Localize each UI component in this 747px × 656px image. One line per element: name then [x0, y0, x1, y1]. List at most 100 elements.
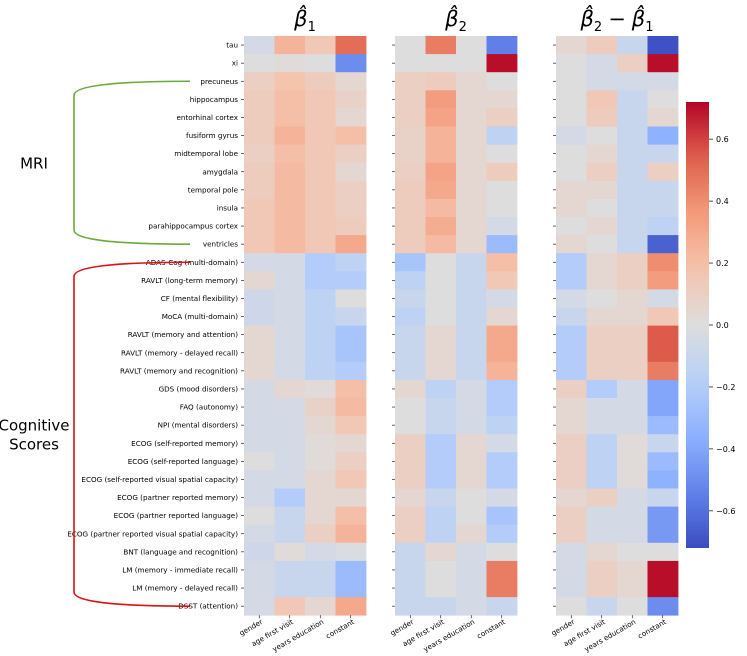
- title-symbol: β̂: [580, 5, 594, 31]
- heatmap-cell: [425, 271, 457, 290]
- title-minus: −: [608, 7, 626, 31]
- row-label: ECOG (partner reported visual spatial ca…: [67, 529, 238, 538]
- heatmap-cell: [456, 434, 487, 453]
- heatmap-panels: [244, 36, 679, 616]
- heatmap-cell: [647, 542, 679, 562]
- heatmap-cell: [647, 144, 679, 164]
- heatmap-cell: [274, 325, 306, 345]
- heatmap-cell: [456, 361, 487, 381]
- heatmap-cell: [617, 271, 648, 290]
- heatmap-cell: [456, 162, 487, 182]
- title-symbol: β̂: [293, 5, 307, 31]
- heatmap-cell: [335, 361, 367, 381]
- heatmap-cell: [425, 198, 457, 218]
- heatmap-cell: [395, 488, 426, 507]
- heatmap-cell: [305, 162, 336, 182]
- heatmap-cell: [617, 343, 648, 363]
- heatmap-cell: [305, 289, 336, 308]
- heatmap-cell: [395, 162, 426, 182]
- heatmap-cell: [244, 325, 275, 345]
- heatmap-cell: [617, 470, 648, 489]
- heatmap-cell: [395, 325, 426, 345]
- heatmap-cell: [425, 343, 457, 363]
- heatmap-cell: [617, 361, 648, 381]
- heatmap-cell: [395, 108, 426, 127]
- heatmap-cell: [335, 470, 367, 489]
- heatmap-cell: [305, 126, 336, 145]
- heatmap-cell: [586, 126, 618, 145]
- heatmap-cell: [274, 379, 306, 399]
- heatmap-cell: [617, 253, 648, 272]
- heatmap-cell: [486, 36, 518, 55]
- heatmap-cell: [244, 343, 275, 363]
- heatmap-cell: [617, 108, 648, 127]
- heatmap-cell: [274, 452, 306, 471]
- heatmap-cell: [586, 72, 618, 91]
- colorbar-tick-label: −0.6: [716, 507, 735, 516]
- heatmap-cell: [244, 434, 275, 453]
- heatmap-cell: [486, 90, 518, 109]
- heatmap-cell: [556, 325, 587, 345]
- heatmap-cell: [586, 217, 618, 236]
- row-label: RAVLT (memory - delayed recall): [121, 348, 238, 357]
- heatmap-cell: [395, 271, 426, 290]
- heatmap-cell: [425, 162, 457, 182]
- heatmap-cell: [305, 235, 336, 254]
- heatmap-cell: [395, 54, 426, 73]
- heatmap-cell: [305, 72, 336, 91]
- heatmap-cell: [305, 398, 336, 417]
- heatmap-cell: [274, 54, 306, 73]
- heatmap-cell: [335, 379, 367, 399]
- row-label: insula: [217, 203, 238, 212]
- heatmap-cell: [647, 126, 679, 145]
- heatmap-cell: [456, 597, 487, 616]
- heatmap-cell: [617, 72, 648, 91]
- heatmap-cell: [586, 180, 618, 200]
- heatmap-cell: [395, 470, 426, 489]
- heatmap-cell: [647, 416, 679, 435]
- heatmap-cell: [425, 253, 457, 272]
- heatmap-cell: [556, 524, 587, 544]
- heatmap-cell: [456, 90, 487, 109]
- heatmap-cell: [617, 506, 648, 526]
- heatmap-cell: [305, 217, 336, 236]
- heatmap-cell: [244, 506, 275, 526]
- row-label: LM (memory - immediate recall): [122, 565, 238, 574]
- heatmap-cell: [244, 217, 275, 236]
- heatmap-cell: [586, 416, 618, 435]
- heatmap-cell: [617, 289, 648, 308]
- heatmap-cell: [274, 72, 306, 91]
- heatmap-panel-3: [556, 36, 679, 616]
- heatmap-cell: [274, 144, 306, 164]
- heatmap-cell: [586, 162, 618, 182]
- heatmap-cell: [617, 36, 648, 55]
- heatmap-cell: [556, 235, 587, 254]
- heatmap-cell: [335, 560, 367, 580]
- heatmap-cell: [556, 198, 587, 218]
- heatmap-cell: [456, 72, 487, 91]
- heatmap-cell: [586, 361, 618, 381]
- heatmap-cell: [335, 72, 367, 91]
- heatmap-cell: [486, 452, 518, 471]
- heatmap-cell: [244, 289, 275, 308]
- heatmap-cell: [425, 126, 457, 145]
- heatmap-cell: [274, 253, 306, 272]
- heatmap-cell: [305, 108, 336, 127]
- heatmap-cell: [425, 361, 457, 381]
- heatmap-cell: [395, 72, 426, 91]
- heatmap-cell: [556, 542, 587, 562]
- heatmap-cell: [647, 217, 679, 236]
- heatmap-cell: [335, 144, 367, 164]
- row-label: GDS (mood disorders): [159, 384, 239, 393]
- heatmap-cell: [486, 416, 518, 435]
- heatmap-cell: [305, 379, 336, 399]
- heatmap-cell: [647, 325, 679, 345]
- title-subscript: 1: [308, 20, 316, 35]
- colorbar-tick-label: −0.4: [716, 445, 735, 454]
- heatmap-cell: [274, 126, 306, 145]
- heatmap-cell: [395, 90, 426, 109]
- heatmap-cell: [586, 144, 618, 164]
- heatmap-cell: [274, 470, 306, 489]
- heatmap-cell: [305, 597, 336, 616]
- heatmap-cell: [274, 416, 306, 435]
